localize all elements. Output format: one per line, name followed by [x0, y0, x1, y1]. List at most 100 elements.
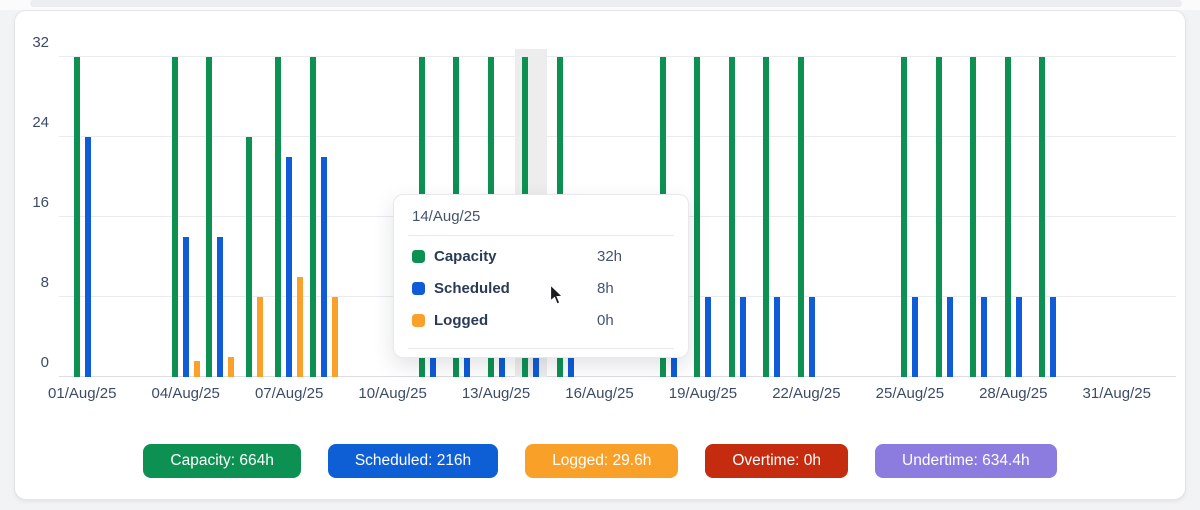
day-bar-group[interactable]	[858, 57, 892, 377]
day-bar-group[interactable]	[237, 57, 271, 377]
day-bar-group[interactable]	[1100, 57, 1134, 377]
tooltip-row: Logged 0h	[408, 304, 674, 336]
mouse-cursor-icon	[549, 284, 564, 305]
tooltip-series-value: 0h	[597, 311, 614, 329]
day-bar-group[interactable]	[720, 57, 754, 377]
chart-tooltip: 14/Aug/25 Capacity 32h Scheduled 8h Logged 0h	[393, 194, 689, 358]
summary-badge-overtime: Overtime: 0h	[705, 444, 849, 478]
y-axis-tick-label: 16	[32, 194, 49, 211]
bar-capacity[interactable]	[901, 57, 908, 377]
bar-scheduled[interactable]	[1015, 297, 1022, 377]
day-bar-group[interactable]	[65, 57, 99, 377]
summary-badges-row: Capacity: 664h Scheduled: 216h Logged: 29.…	[15, 444, 1185, 478]
bar-capacity[interactable]	[246, 137, 253, 377]
legend-swatch-icon	[412, 281, 425, 295]
bar-logged[interactable]	[297, 277, 304, 377]
gridline	[59, 376, 1176, 377]
tooltip-series-label: Capacity	[434, 247, 497, 265]
x-axis-tick-label: 25/Aug/25	[875, 385, 945, 402]
day-bar-group[interactable]	[893, 57, 927, 377]
day-bar-group[interactable]	[789, 57, 823, 377]
day-bar-group[interactable]	[824, 57, 858, 377]
x-axis-labels: 01/Aug/25 04/Aug/25 07/Aug/25 10/Aug/25 13/A…	[48, 384, 1151, 404]
summary-badge-capacity: Capacity: 664h	[143, 444, 301, 478]
day-bar-group[interactable]	[755, 57, 789, 377]
legend-swatch-icon	[412, 313, 425, 327]
tooltip-divider	[408, 235, 674, 236]
y-axis-tick-label: 0	[40, 354, 49, 371]
tooltip-series-value: 8h	[597, 279, 614, 297]
bar-capacity[interactable]	[1004, 57, 1011, 377]
day-bar-group[interactable]	[168, 57, 202, 377]
x-axis-tick-label: 10/Aug/25	[358, 385, 427, 402]
x-axis-tick-label: 01/Aug/25	[48, 385, 117, 402]
bar-scheduled[interactable]	[981, 297, 988, 377]
x-axis-tick-label: 13/Aug/25	[461, 385, 531, 402]
day-bar-group[interactable]	[134, 57, 168, 377]
bar-scheduled[interactable]	[705, 297, 712, 377]
day-bar-group[interactable]	[306, 57, 340, 377]
bar-scheduled[interactable]	[217, 237, 224, 377]
bar-scheduled[interactable]	[808, 297, 815, 377]
legend-swatch-icon	[412, 249, 425, 263]
bar-capacity[interactable]	[73, 57, 80, 377]
day-bar-group[interactable]	[99, 57, 133, 377]
tooltip-rows: Capacity 32h Scheduled 8h Logged 0h	[408, 236, 674, 340]
day-bar-group[interactable]	[1065, 57, 1099, 377]
workload-chart-card: 0 8 16 24 32 01/Aug/25 04/Aug/25 07/Aug/25 10/A…	[14, 10, 1186, 500]
bar-scheduled[interactable]	[912, 297, 919, 377]
day-bar-group[interactable]	[341, 57, 375, 377]
bar-logged[interactable]	[257, 297, 264, 377]
day-bar-group[interactable]	[996, 57, 1030, 377]
summary-badge-scheduled: Scheduled: 216h	[327, 444, 499, 478]
bar-capacity[interactable]	[206, 57, 213, 377]
bar-scheduled[interactable]	[946, 297, 953, 377]
bar-capacity[interactable]	[970, 57, 977, 377]
tooltip-divider	[408, 348, 674, 349]
bar-scheduled[interactable]	[182, 237, 189, 377]
summary-badge-undertime: Undertime: 634.4h	[875, 444, 1057, 478]
bar-scheduled[interactable]	[774, 297, 781, 377]
tooltip-row: Scheduled 8h	[408, 272, 674, 304]
x-axis-tick-label: 19/Aug/25	[668, 385, 738, 402]
tooltip-series-value: 32h	[597, 247, 623, 265]
y-axis-tick-label: 32	[32, 34, 49, 51]
x-axis-tick-label: 22/Aug/25	[772, 385, 841, 402]
bar-capacity[interactable]	[935, 57, 942, 377]
bar-scheduled[interactable]	[1050, 297, 1057, 377]
bar-capacity[interactable]	[171, 57, 178, 377]
table-bottom-remnant	[30, 0, 1182, 7]
gridline	[59, 136, 1176, 137]
x-axis-tick-label: 04/Aug/25	[151, 385, 220, 402]
day-bar-group[interactable]	[272, 57, 306, 377]
y-axis-tick-label: 8	[40, 274, 49, 291]
day-bar-group[interactable]	[1031, 57, 1065, 377]
bar-logged[interactable]	[331, 297, 338, 377]
day-bar-group[interactable]	[927, 57, 961, 377]
bar-capacity[interactable]	[728, 57, 735, 377]
day-bar-group[interactable]	[203, 57, 237, 377]
x-axis-tick-label: 16/Aug/25	[565, 385, 634, 402]
bar-capacity[interactable]	[275, 57, 282, 377]
bar-scheduled[interactable]	[286, 157, 293, 377]
bar-logged[interactable]	[193, 361, 200, 377]
day-bar-group[interactable]	[686, 57, 720, 377]
x-axis-tick-label: 28/Aug/25	[979, 385, 1048, 402]
bar-logged[interactable]	[228, 357, 235, 377]
bar-capacity[interactable]	[763, 57, 770, 377]
bar-capacity[interactable]	[797, 57, 804, 377]
gridline	[59, 56, 1176, 57]
bar-capacity[interactable]	[1039, 57, 1046, 377]
summary-badge-logged: Logged: 29.6h	[525, 444, 679, 478]
bar-capacity[interactable]	[309, 57, 316, 377]
tooltip-row: Capacity 32h	[408, 240, 674, 272]
x-axis-tick-label: 07/Aug/25	[254, 385, 324, 402]
bar-scheduled[interactable]	[84, 137, 91, 377]
bar-scheduled[interactable]	[739, 297, 746, 377]
day-bar-group[interactable]	[962, 57, 996, 377]
bar-scheduled[interactable]	[320, 157, 327, 377]
tooltip-series-label: Logged	[434, 311, 489, 329]
y-axis-tick-label: 24	[32, 114, 49, 131]
bar-capacity[interactable]	[694, 57, 701, 377]
